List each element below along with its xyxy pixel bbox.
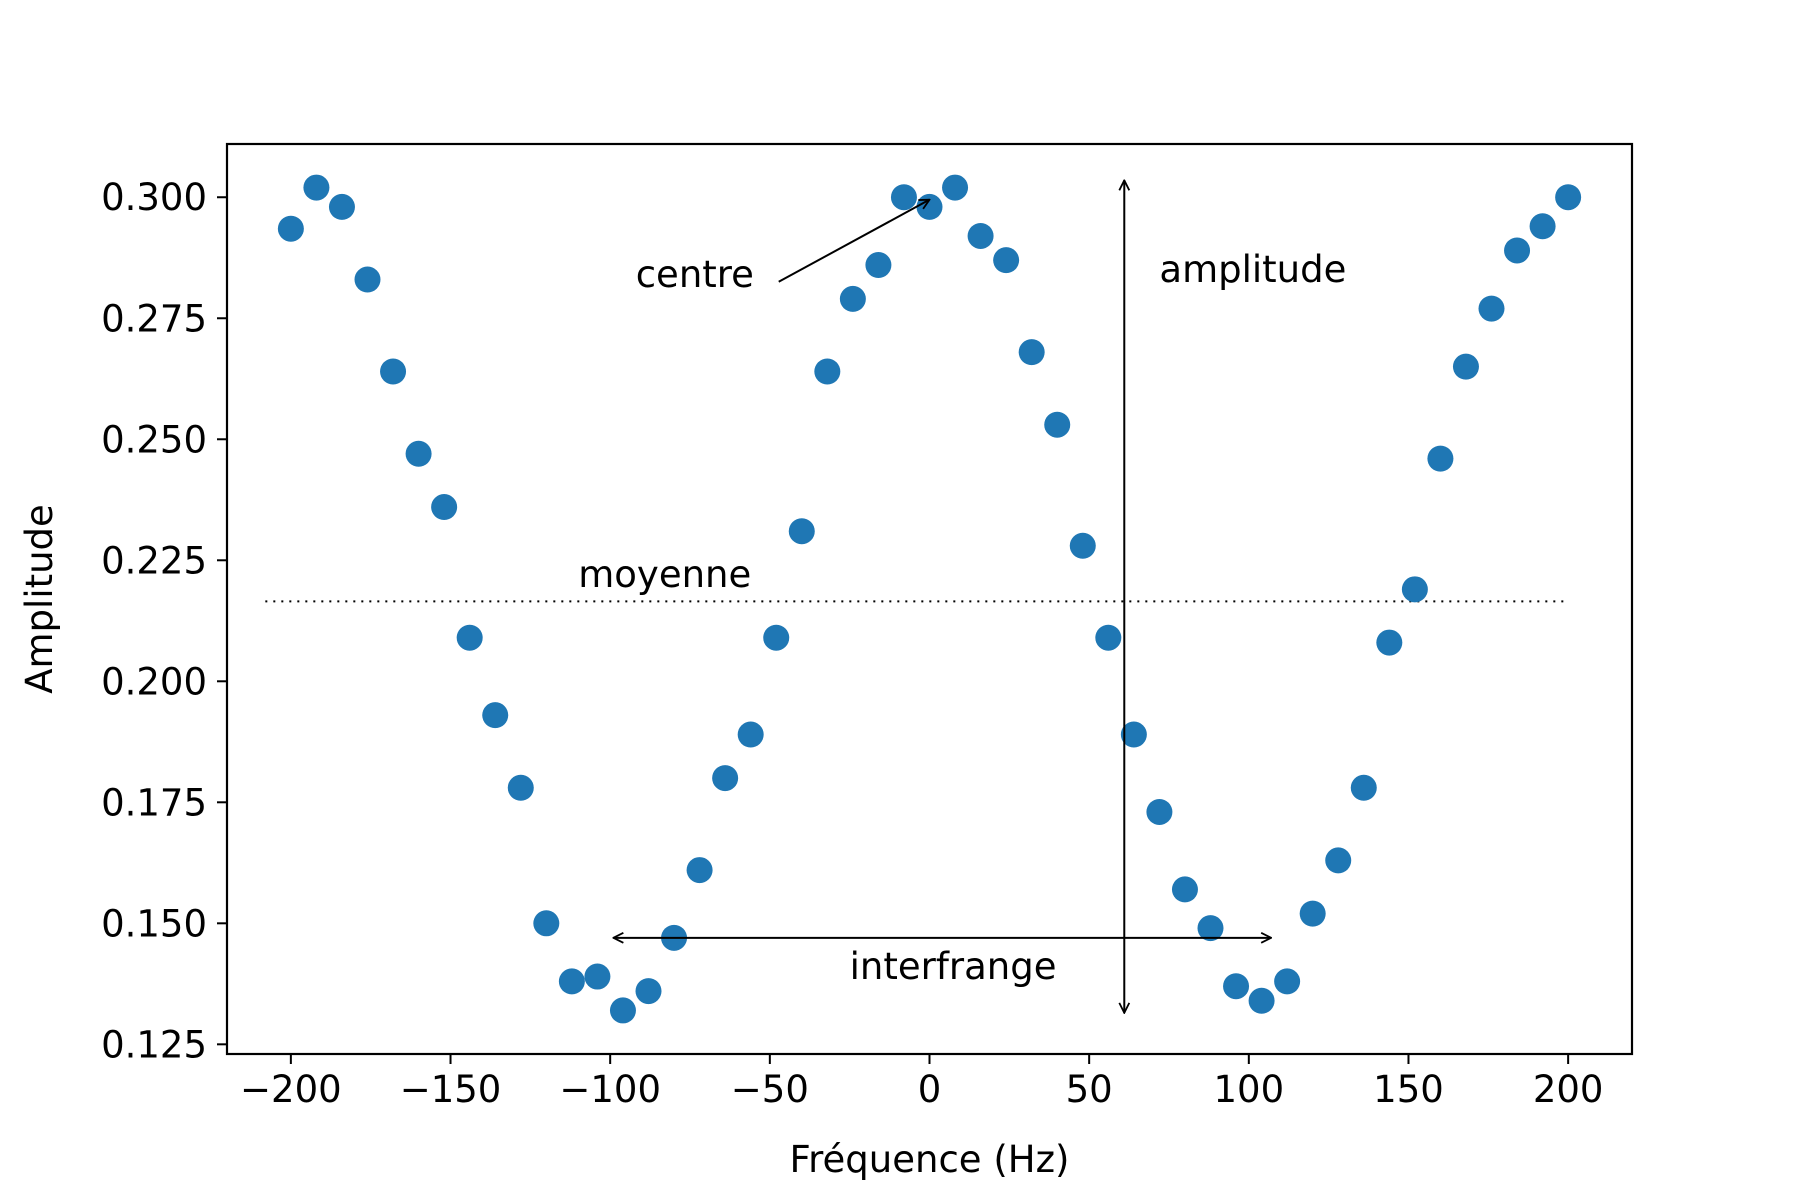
annotation-interfrange: interfrange <box>850 945 1057 988</box>
data-point <box>277 215 304 242</box>
x-tick-label: 150 <box>1373 1068 1444 1111</box>
y-tick-label: 0.225 <box>101 539 207 582</box>
y-tick-label: 0.275 <box>101 297 207 340</box>
x-tick-label: −200 <box>240 1068 342 1111</box>
x-tick-label: 100 <box>1214 1068 1285 1111</box>
y-tick-label: 0.125 <box>101 1023 207 1066</box>
data-point <box>533 910 560 937</box>
data-point <box>763 624 790 651</box>
data-point <box>916 193 943 220</box>
data-point <box>1274 968 1301 995</box>
data-point <box>431 494 458 521</box>
data-point <box>558 968 585 995</box>
data-point <box>328 193 355 220</box>
x-tick-label: −50 <box>731 1068 809 1111</box>
y-axis-label: Amplitude <box>18 504 61 694</box>
annotations: centre moyenne amplitude interfrange <box>578 180 1346 1013</box>
data-point <box>482 702 509 729</box>
data-point <box>1555 184 1582 211</box>
data-point <box>1095 624 1122 651</box>
data-point <box>405 440 432 467</box>
data-point <box>865 252 892 279</box>
data-point <box>1248 987 1275 1014</box>
data-point <box>839 285 866 312</box>
data-point <box>1171 876 1198 903</box>
data-point <box>1325 847 1352 874</box>
data-point <box>1452 353 1479 380</box>
data-point <box>993 247 1020 274</box>
x-tick-label: −150 <box>400 1068 502 1111</box>
data-point <box>303 174 330 201</box>
y-tick-label: 0.250 <box>101 418 207 461</box>
data-point <box>456 624 483 651</box>
data-point <box>788 518 815 545</box>
data-point <box>942 174 969 201</box>
data-point <box>1044 411 1071 438</box>
x-tick-label: 50 <box>1066 1068 1113 1111</box>
data-point <box>1223 973 1250 1000</box>
data-point <box>1299 900 1326 927</box>
data-point <box>1529 213 1556 240</box>
y-tick-label: 0.300 <box>101 176 207 219</box>
centre-arrow <box>778 200 930 283</box>
data-point <box>1350 774 1377 801</box>
y-tick-label: 0.175 <box>101 781 207 824</box>
data-point <box>1401 576 1428 603</box>
data-point <box>814 358 841 385</box>
data-point <box>686 857 713 884</box>
data-point <box>737 721 764 748</box>
data-point <box>1069 532 1096 559</box>
axes: −200 −150 −100 −50 0 50 100 150 200 0.125 0.150 0.1… <box>101 142 1634 1111</box>
data-point <box>1478 295 1505 322</box>
annotation-amplitude: amplitude <box>1159 248 1346 291</box>
data-point <box>507 774 534 801</box>
x-tick-label: 0 <box>918 1068 942 1111</box>
x-tick-label: −100 <box>559 1068 661 1111</box>
data-point <box>380 358 407 385</box>
data-point <box>1018 339 1045 366</box>
x-tick-label: 200 <box>1533 1068 1604 1111</box>
data-point <box>712 765 739 792</box>
x-axis-label: Fréquence (Hz) <box>790 1138 1070 1181</box>
data-point <box>354 266 381 293</box>
data-point <box>1146 798 1173 825</box>
data-point <box>1376 629 1403 656</box>
data-point <box>584 963 611 990</box>
y-tick-label: 0.200 <box>101 660 207 703</box>
data-point <box>890 184 917 211</box>
data-point <box>1427 445 1454 472</box>
data-point <box>635 978 662 1005</box>
annotation-moyenne: moyenne <box>578 553 751 596</box>
data-point <box>1504 237 1531 264</box>
y-tick-label: 0.150 <box>101 902 207 945</box>
data-point <box>609 997 636 1024</box>
data-points <box>277 174 1582 1024</box>
annotation-centre: centre <box>636 253 754 296</box>
data-point <box>967 222 994 249</box>
